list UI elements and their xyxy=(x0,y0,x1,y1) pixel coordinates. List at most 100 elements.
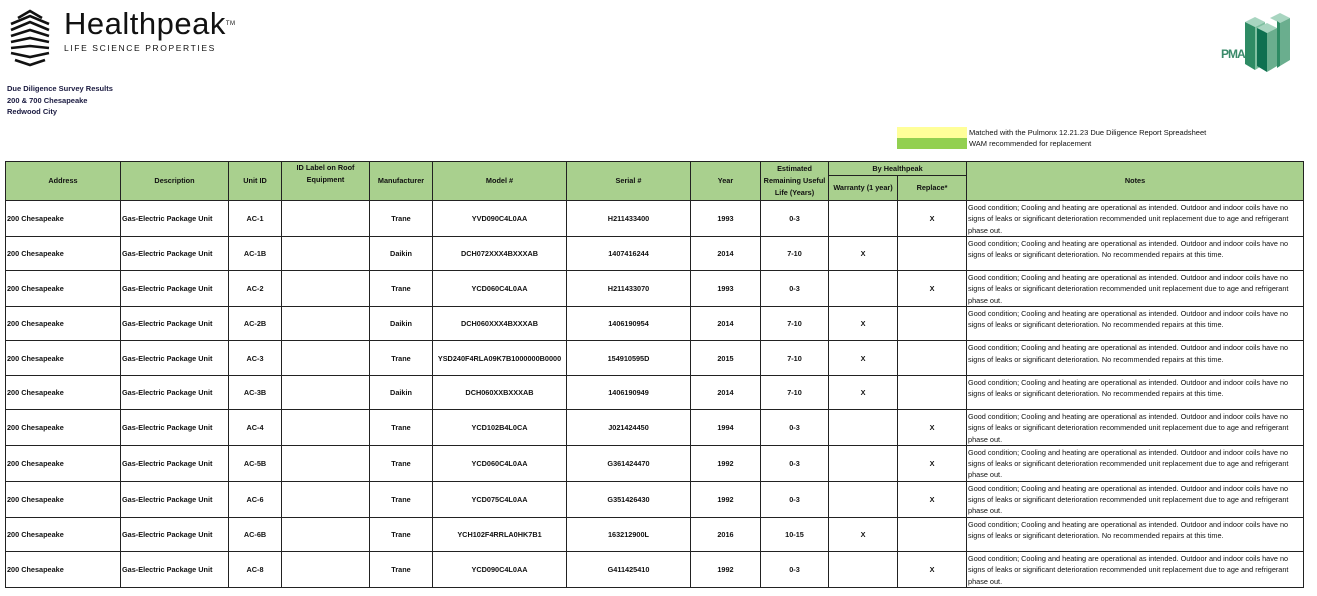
cell-replace xyxy=(896,306,968,342)
cell-model: YCD060C4L0AA xyxy=(432,270,567,308)
cell-serial: G411425410 xyxy=(566,550,691,588)
header-id-label: ID Label on Roof Equipment xyxy=(281,161,370,201)
cell-rul: 7-10 xyxy=(760,374,829,410)
cell-rul: 10-15 xyxy=(760,516,829,552)
cell-serial: 163212900L xyxy=(566,516,691,552)
report-info: Due Diligence Survey Results 200 & 700 C… xyxy=(7,83,113,118)
cell-replace: X xyxy=(896,408,968,446)
cell-address: 200 Chesapeake xyxy=(5,306,121,342)
cell-serial: 1407416244 xyxy=(566,235,691,272)
cell-replace: X xyxy=(896,480,968,518)
cell-id-label xyxy=(281,270,370,308)
cell-description: Gas-Electric Package Unit xyxy=(120,200,229,237)
cell-warranty xyxy=(828,270,898,308)
header-warranty: Warranty (1 year) xyxy=(828,175,898,201)
cell-rul: 7-10 xyxy=(760,235,829,272)
cell-id-label xyxy=(281,200,370,237)
cell-rul: 7-10 xyxy=(760,340,829,376)
cell-manufacturer: Trane xyxy=(369,408,433,446)
cell-id-label xyxy=(281,374,370,410)
cell-serial: J021424450 xyxy=(566,408,691,446)
cell-model: DCH060XXBXXXAB xyxy=(432,374,567,410)
cell-manufacturer: Trane xyxy=(369,270,433,308)
cell-warranty: X xyxy=(828,235,898,272)
cell-model: YCD060C4L0AA xyxy=(432,444,567,482)
cell-manufacturer: Trane xyxy=(369,340,433,376)
cell-serial: G361424470 xyxy=(566,444,691,482)
cell-id-label xyxy=(281,550,370,588)
table-row: 200 Chesapeake Gas-Electric Package Unit A… xyxy=(5,374,1305,410)
header-description: Description xyxy=(120,161,229,201)
table-row: 200 Chesapeake Gas-Electric Package Unit A… xyxy=(5,550,1305,588)
header-unit-id: Unit ID xyxy=(228,161,282,201)
cell-unit-id: AC-2 xyxy=(228,270,282,308)
cell-warranty xyxy=(828,444,898,482)
cell-serial: 1406190949 xyxy=(566,374,691,410)
legend-item-replacement: WAM recommended for replacement xyxy=(897,138,1206,149)
cell-year: 1992 xyxy=(690,444,761,482)
cell-warranty: X xyxy=(828,374,898,410)
table-row: 200 Chesapeake Gas-Electric Package Unit A… xyxy=(5,270,1305,308)
brand-tagline: LIFE SCIENCE PROPERTIES xyxy=(64,43,216,53)
cell-warranty xyxy=(828,408,898,446)
header-serial: Serial # xyxy=(566,161,691,201)
pma-logo: PMA xyxy=(1221,13,1290,72)
cell-description: Gas-Electric Package Unit xyxy=(120,340,229,376)
table-row: 200 Chesapeake Gas-Electric Package Unit A… xyxy=(5,480,1305,518)
cell-address: 200 Chesapeake xyxy=(5,550,121,588)
cell-serial: H211433400 xyxy=(566,200,691,237)
header-notes: Notes xyxy=(966,161,1305,201)
cell-notes: Good condition; Cooling and heating are … xyxy=(966,235,1305,272)
cell-model: YCD090C4L0AA xyxy=(432,550,567,588)
cell-notes: Good condition; Cooling and heating are … xyxy=(966,306,1305,342)
cell-unit-id: AC-6B xyxy=(228,516,282,552)
cell-description: Gas-Electric Package Unit xyxy=(120,444,229,482)
report-city: Redwood City xyxy=(7,107,57,116)
cell-manufacturer: Trane xyxy=(369,516,433,552)
table-row: 200 Chesapeake Gas-Electric Package Unit A… xyxy=(5,340,1305,376)
cell-replace xyxy=(896,516,968,552)
cell-year: 1994 xyxy=(690,408,761,446)
header-replace: Replace* xyxy=(896,175,968,201)
cell-address: 200 Chesapeake xyxy=(5,270,121,308)
cell-unit-id: AC-2B xyxy=(228,306,282,342)
cell-rul: 0-3 xyxy=(760,550,829,588)
header-year: Year xyxy=(690,161,761,201)
cell-warranty: X xyxy=(828,306,898,342)
cell-notes: Good condition; Cooling and heating are … xyxy=(966,374,1305,410)
cell-address: 200 Chesapeake xyxy=(5,480,121,518)
cell-replace xyxy=(896,235,968,272)
cell-unit-id: AC-3B xyxy=(228,374,282,410)
cell-description: Gas-Electric Package Unit xyxy=(120,408,229,446)
cell-id-label xyxy=(281,235,370,272)
legend-label: Matched with the Pulmonx 12.21.23 Due Di… xyxy=(969,128,1207,137)
cell-model: YVD090C4L0AA xyxy=(432,200,567,237)
cell-notes: Good condition; Cooling and heating are … xyxy=(966,270,1305,308)
cell-rul: 0-3 xyxy=(760,200,829,237)
cell-notes: Good condition; Cooling and heating are … xyxy=(966,480,1305,518)
cell-notes: Good condition; Cooling and heating are … xyxy=(966,444,1305,482)
cell-model: DCH072XXX4BXXXAB xyxy=(432,235,567,272)
cell-year: 2014 xyxy=(690,374,761,410)
cell-rul: 7-10 xyxy=(760,306,829,342)
cell-unit-id: AC-1B xyxy=(228,235,282,272)
cell-unit-id: AC-1 xyxy=(228,200,282,237)
cell-description: Gas-Electric Package Unit xyxy=(120,374,229,410)
cell-manufacturer: Trane xyxy=(369,550,433,588)
table-row: 200 Chesapeake Gas-Electric Package Unit A… xyxy=(5,408,1305,446)
cell-warranty: X xyxy=(828,340,898,376)
legend-swatch-yellow xyxy=(897,127,967,138)
cell-description: Gas-Electric Package Unit xyxy=(120,306,229,342)
equipment-table: Address Description Unit ID ID Label on … xyxy=(5,161,1305,588)
cell-address: 200 Chesapeake xyxy=(5,444,121,482)
cell-warranty xyxy=(828,550,898,588)
cell-notes: Good condition; Cooling and heating are … xyxy=(966,200,1305,237)
cell-replace: X xyxy=(896,444,968,482)
cell-model: YCD102B4L0CA xyxy=(432,408,567,446)
legend-label: WAM recommended for replacement xyxy=(969,139,1092,148)
cell-notes: Good condition; Cooling and heating are … xyxy=(966,516,1305,552)
cell-rul: 0-3 xyxy=(760,444,829,482)
cell-model: DCH060XXX4BXXXAB xyxy=(432,306,567,342)
brand-name: Healthpeak xyxy=(64,6,226,41)
cell-description: Gas-Electric Package Unit xyxy=(120,235,229,272)
